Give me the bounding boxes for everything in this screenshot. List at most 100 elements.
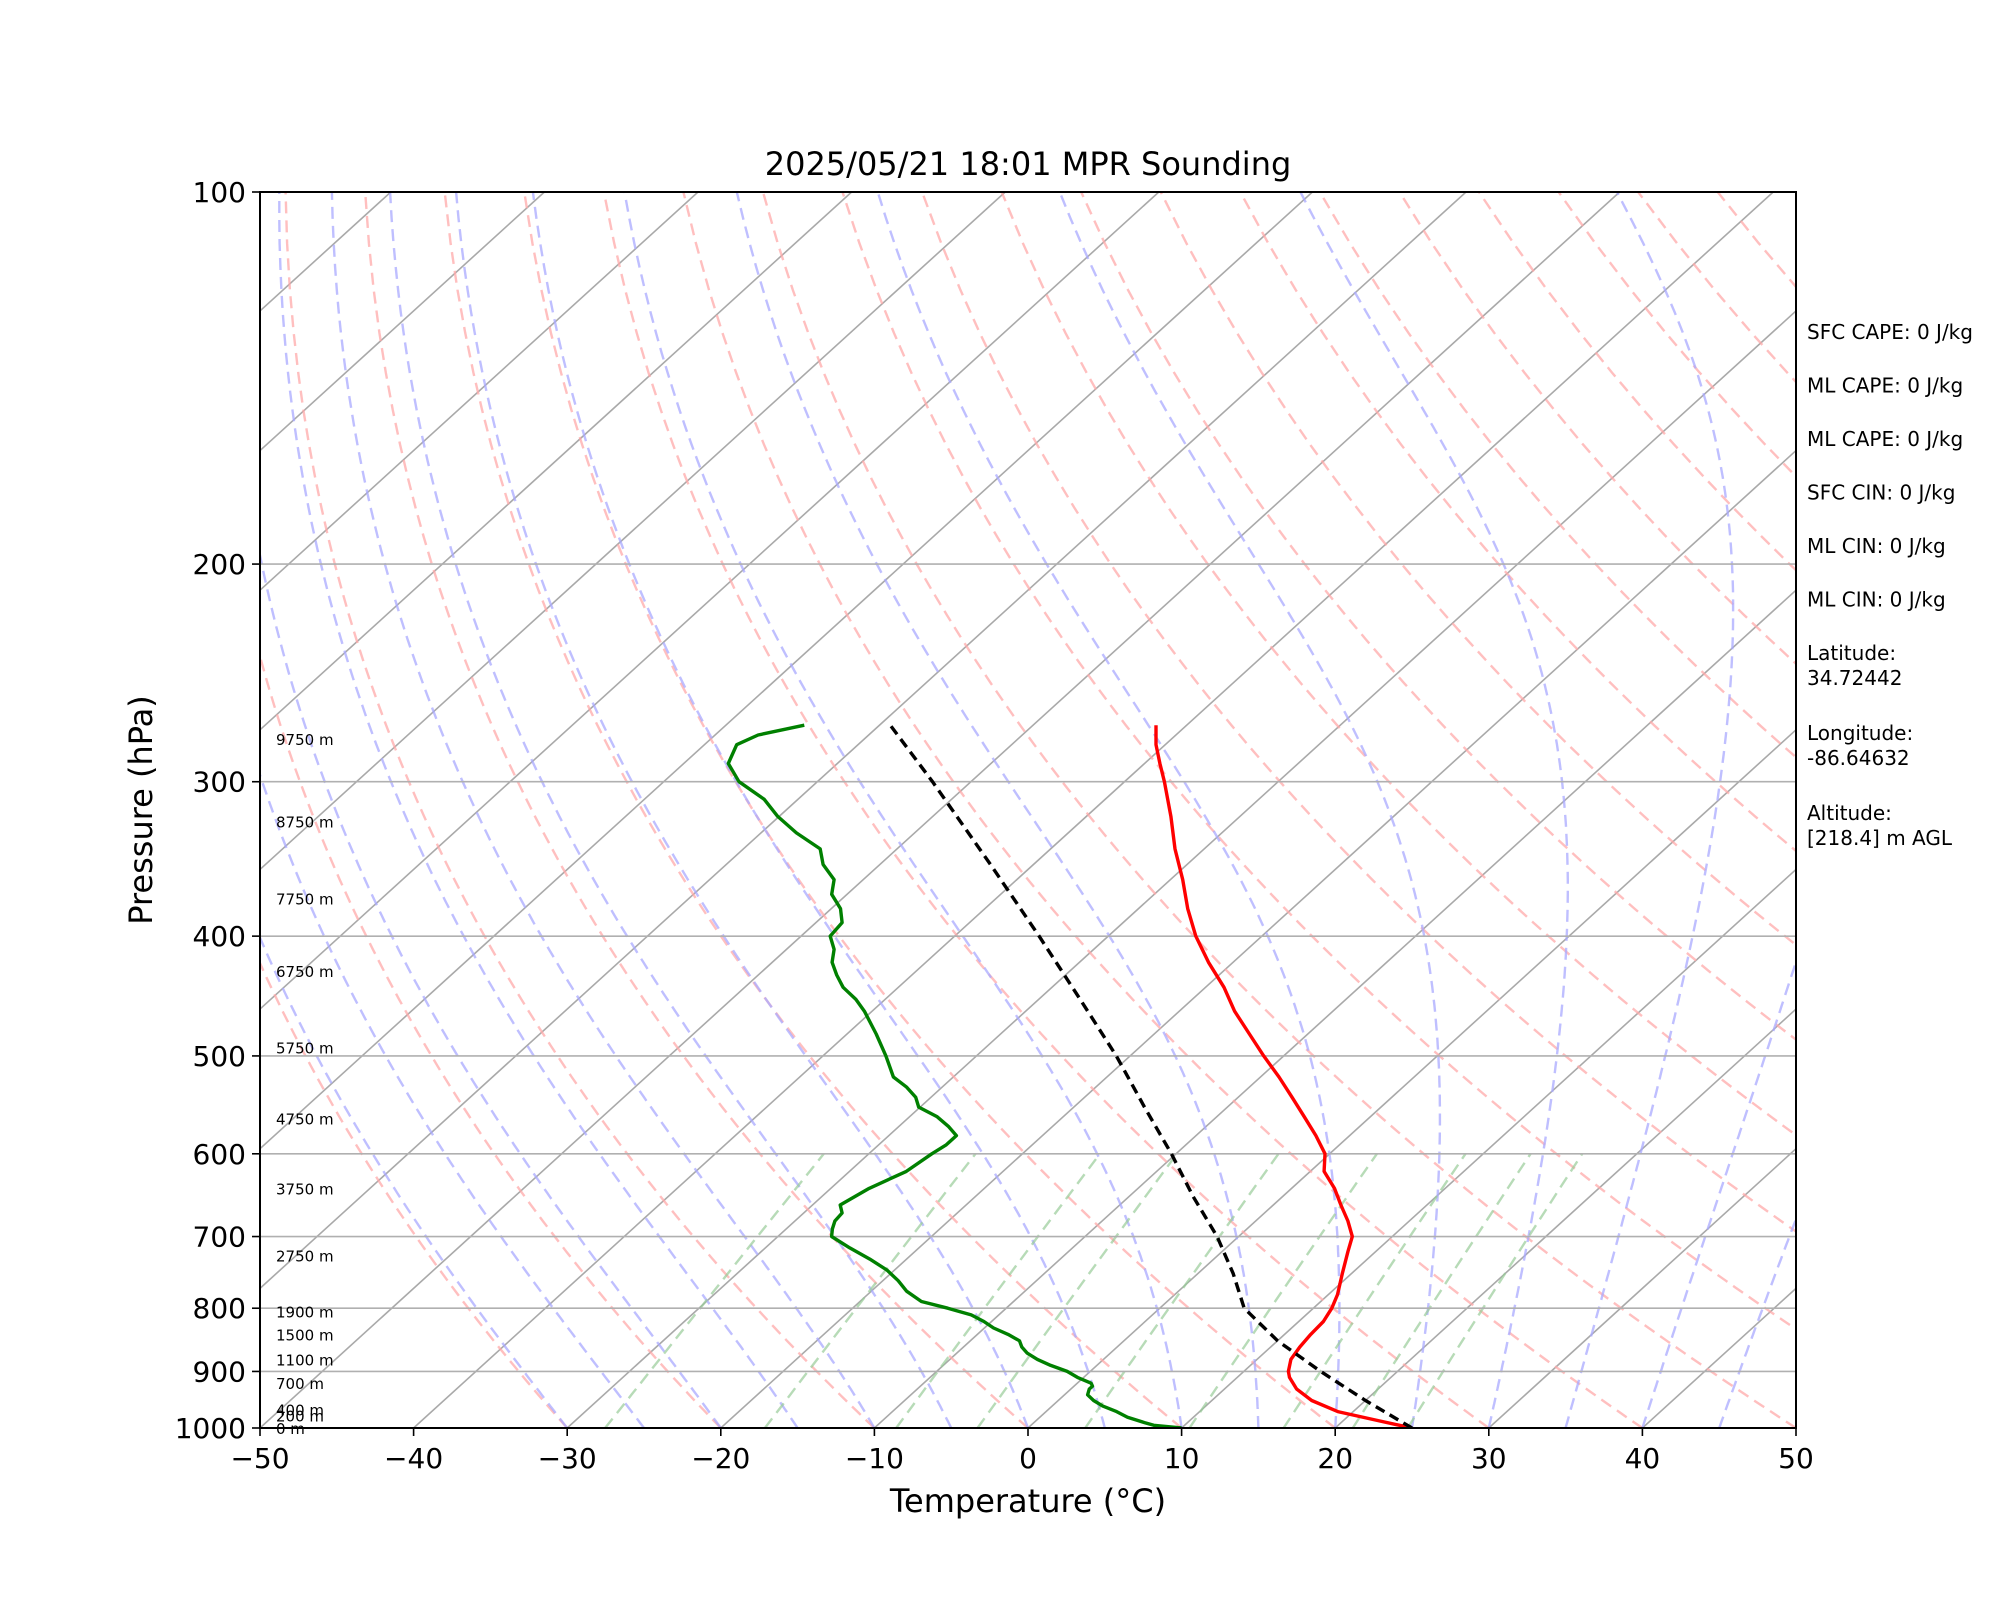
moist-adiabat-line	[388, 192, 953, 1428]
y-tick-label: 500	[193, 1040, 246, 1073]
height-label: 2750 m	[276, 1247, 334, 1265]
height-label: 4750 m	[276, 1111, 334, 1129]
sounding-series	[726, 723, 1413, 1428]
stats-panel: SFC CAPE: 0 J/kg ML CAPE: 0 J/kg ML CAPE: …	[1807, 320, 1973, 850]
moist-adiabat-line	[330, 192, 876, 1428]
isotherm-line	[413, 192, 1774, 1428]
y-tick-label: 300	[193, 766, 246, 799]
x-axis-ticks: −50 −40 −30 −20 −10 0 10 20 30 40 50	[230, 1428, 1814, 1475]
chart-title: 2025/05/21 18:01 MPR Sounding	[765, 145, 1292, 183]
height-label: 8750 m	[276, 813, 334, 831]
isotherm-line	[0, 192, 84, 1428]
stat-label: SFC CAPE: 0 J/kg	[1807, 320, 1973, 344]
y-tick-label: 700	[193, 1221, 246, 1254]
moist-adiabat-line	[278, 192, 799, 1428]
x-axis-label: Temperature (°C)	[889, 1482, 1166, 1520]
stat-value: 34.72442	[1807, 666, 1902, 690]
moist-adiabat-line	[260, 549, 722, 1428]
mixing-ratio-line	[976, 1153, 1178, 1428]
mixing-ratio-line	[763, 1153, 977, 1428]
isotherm-line	[260, 192, 1160, 1011]
height-label: 0 m	[276, 1420, 305, 1438]
y-tick-label: 400	[193, 920, 246, 953]
isotherm-line	[260, 192, 1006, 871]
stat-label: ML CIN: 0 J/kg	[1807, 534, 1946, 558]
x-tick-label: 40	[1625, 1442, 1661, 1475]
isotherm-line	[1334, 1008, 1796, 1428]
isotherm-line	[566, 309, 1796, 1428]
stat-label: ML CAPE: 0 J/kg	[1807, 374, 1963, 398]
x-tick-label: 50	[1778, 1442, 1814, 1475]
moist-adiabat-line	[531, 192, 1106, 1428]
isotherm-line	[260, 192, 1467, 1290]
isotherm-line	[1027, 728, 1796, 1428]
isotherm-line	[260, 192, 853, 731]
x-tick-label: 0	[1019, 1442, 1037, 1475]
stat-label: Longitude:	[1807, 721, 1913, 745]
temperature-trace	[1154, 725, 1413, 1428]
dewpoint-trace	[726, 723, 1182, 1428]
isotherm-line	[873, 589, 1796, 1428]
x-tick-label: 20	[1317, 1442, 1353, 1475]
dry-adiabat-line	[260, 960, 569, 1428]
moist-adiabat-line	[260, 934, 569, 1428]
stat-label: Altitude:	[1807, 801, 1892, 825]
height-label: 9750 m	[276, 731, 334, 749]
isotherm-line	[260, 192, 699, 592]
mixing-ratio-line	[1084, 1153, 1280, 1428]
dry-adiabat-line	[443, 192, 1183, 1428]
dry-adiabat-line	[364, 192, 1029, 1428]
moist-adiabat-line	[1299, 192, 1570, 1428]
isotherm-line	[1181, 868, 1796, 1428]
moist-adiabat-line	[260, 771, 645, 1428]
dry-adiabat-line	[920, 192, 1796, 1233]
height-label: 7750 m	[276, 891, 334, 909]
isotherm-line	[260, 192, 1313, 1150]
moist-adiabat-line	[623, 192, 1183, 1428]
y-tick-label: 800	[193, 1292, 246, 1325]
mixing-ratio-line	[895, 1153, 1101, 1428]
isotherm-line	[720, 449, 1796, 1428]
y-tick-label: 200	[193, 548, 246, 581]
dry-adiabat-line	[260, 651, 722, 1428]
moist-adiabat-line	[454, 192, 1030, 1428]
height-label: 1100 m	[276, 1351, 334, 1369]
y-axis-label: Pressure (hPa)	[122, 695, 160, 925]
stat-label: ML CIN: 0 J/kg	[1807, 588, 1946, 612]
dry-adiabat-line	[841, 192, 1796, 1331]
y-tick-label: 900	[193, 1355, 246, 1388]
dry-adiabat-line	[523, 192, 1336, 1428]
stat-label: Latitude:	[1807, 641, 1896, 665]
dry-adiabat-line	[602, 192, 1490, 1428]
height-label: 1500 m	[276, 1326, 334, 1344]
height-label: 400 m	[276, 1401, 324, 1419]
moist-adiabat-line	[735, 192, 1260, 1428]
x-tick-label: 10	[1164, 1442, 1200, 1475]
height-label: 5750 m	[276, 1039, 334, 1057]
isotherm-line	[260, 192, 1621, 1428]
mixing-ratio-line	[1351, 1153, 1532, 1428]
stat-value: -86.64632	[1807, 746, 1910, 770]
dry-adiabat-line	[284, 192, 876, 1428]
mixing-ratio-line	[1406, 1153, 1584, 1428]
dry-adiabat-line	[1239, 192, 1796, 853]
parcel-trace	[888, 724, 1413, 1428]
x-tick-label: −10	[845, 1442, 904, 1475]
moist-adiabat-line	[1564, 192, 1735, 1428]
dry-adiabat-line	[1159, 192, 1796, 947]
y-tick-label: 1000	[175, 1412, 246, 1445]
dry-adiabat-line	[1080, 192, 1796, 1042]
stat-value: [218.4] m AGL	[1807, 826, 1953, 850]
isobar-grid	[260, 563, 1796, 1373]
height-label: 1900 m	[276, 1304, 334, 1322]
y-tick-label: 600	[193, 1138, 246, 1171]
isotherm-line	[260, 192, 545, 452]
x-tick-label: −40	[384, 1442, 443, 1475]
x-tick-label: −30	[538, 1442, 597, 1475]
stat-label: SFC CIN: 0 J/kg	[1807, 481, 1955, 505]
x-tick-label: 30	[1471, 1442, 1507, 1475]
dry-adiabat-line	[761, 192, 1796, 1428]
height-label: 6750 m	[276, 963, 334, 981]
